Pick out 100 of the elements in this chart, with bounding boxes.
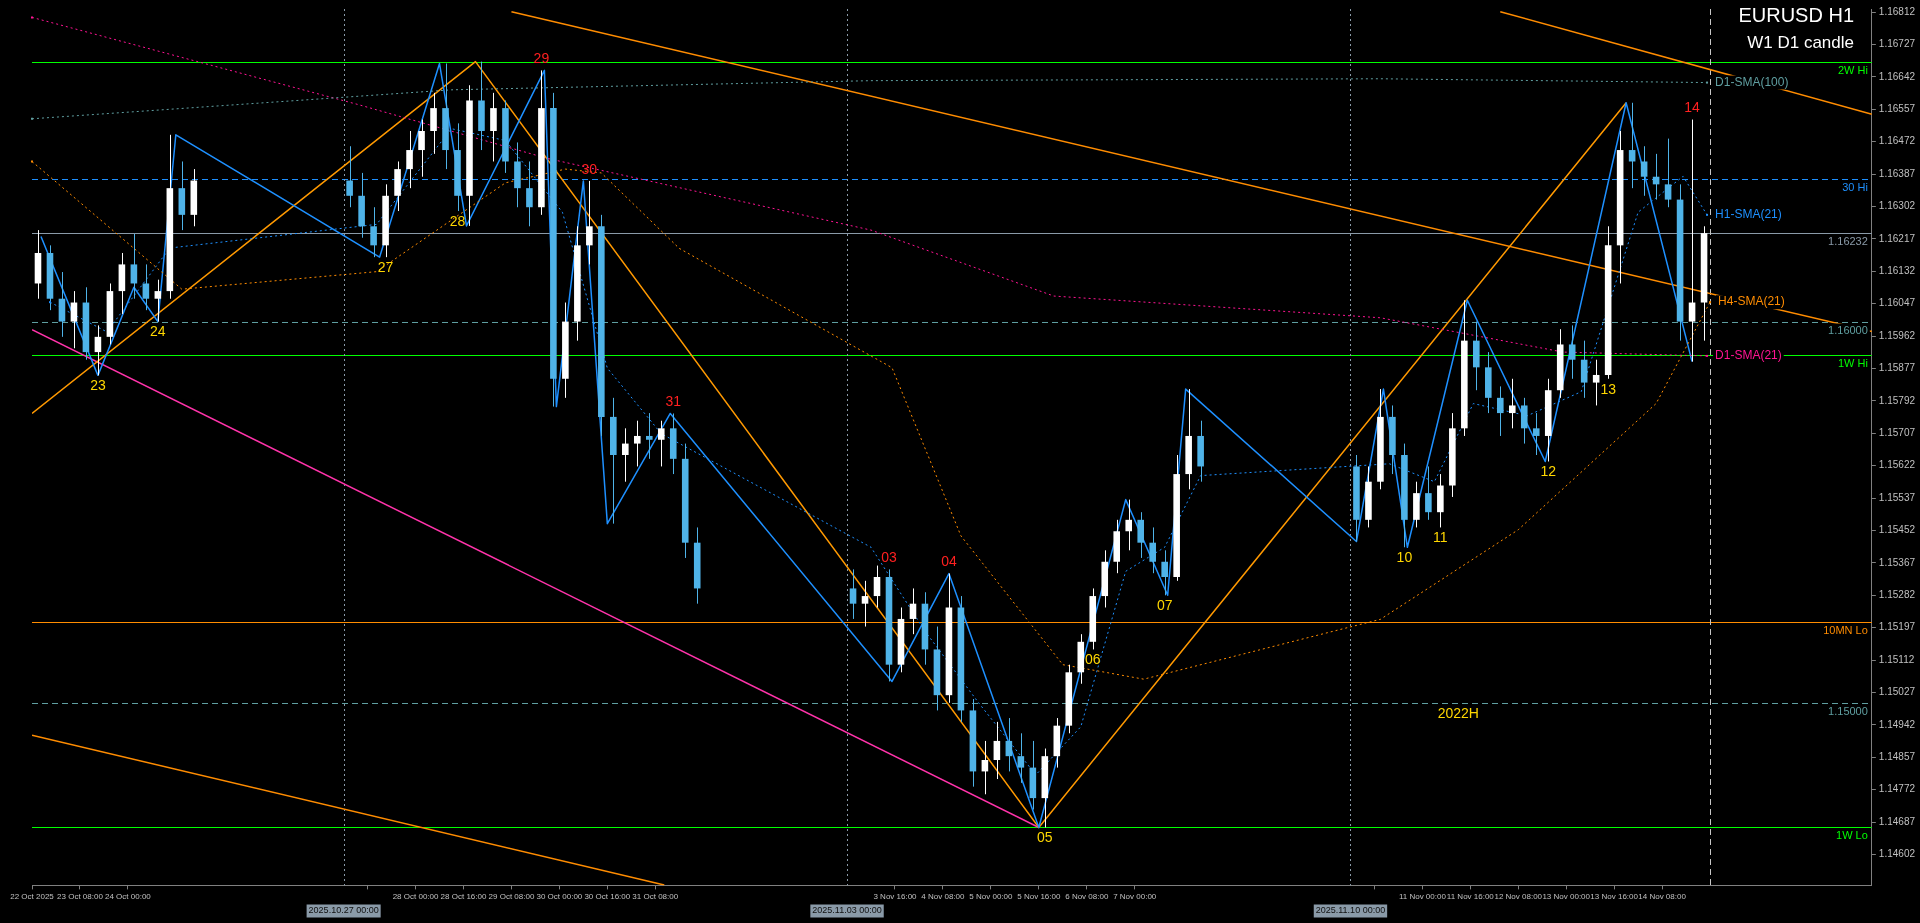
annotation: 14 [1684, 99, 1701, 116]
x-tick-label: 14 Nov 08:00 [1638, 892, 1687, 902]
candlestick [346, 145, 353, 208]
candlestick [370, 206, 377, 258]
candlestick [849, 568, 857, 620]
x-tick-label: 5 Nov 16:00 [1017, 892, 1061, 902]
y-tick-label: 1.15027 [1878, 686, 1916, 698]
candlestick [58, 271, 66, 338]
annotation: 13 [1600, 380, 1617, 397]
candlestick [657, 420, 665, 467]
y-tick-label: 1.15367 [1878, 556, 1916, 568]
ref-line-label: 1.16232 [1828, 235, 1868, 248]
candlestick [142, 263, 150, 311]
chart-title: EURUSD H1 [1738, 4, 1854, 27]
y-tick-label: 1.15622 [1878, 459, 1916, 471]
candlestick [586, 180, 593, 265]
text: W1 D1 candle [1746, 33, 1854, 53]
x-tick-label: 13 Nov 00:00 [1542, 892, 1591, 902]
y-tick-label: 1.14942 [1878, 718, 1916, 730]
candlestick [418, 119, 425, 178]
ref-line-label: 2025.10.27 00:00 [308, 905, 379, 916]
series-label: D1-SMA(100) [1715, 74, 1789, 89]
candlestick [430, 92, 437, 155]
candlestick [1592, 359, 1600, 406]
x-tick-label: 6 Nov 08:00 [1065, 892, 1109, 902]
x-tick-label: 30 Oct 00:00 [536, 892, 583, 902]
annotation: 04 [941, 553, 957, 570]
candlestick [1532, 412, 1540, 456]
candlestick [1640, 145, 1648, 197]
candlestick [406, 130, 413, 189]
point [1706, 354, 1709, 357]
y-tick-label: 1.16387 [1878, 167, 1916, 179]
candlestick [1688, 119, 1696, 363]
annotation: 2022H [1437, 704, 1479, 721]
y-tick-label: 1.15962 [1878, 329, 1916, 341]
x-tick-label: 11 Nov 00:00 [1398, 892, 1447, 902]
x-tick-label: 30 Oct 16:00 [584, 892, 631, 902]
line-series [31, 16, 1709, 357]
candlestick [1161, 549, 1168, 596]
x-tick-label: 4 Nov 08:00 [921, 892, 966, 902]
candlestick [154, 279, 162, 323]
series-label: H4-SMA(21) [1718, 294, 1785, 309]
y-tick-label: 1.16642 [1878, 70, 1916, 82]
candlestick [526, 160, 533, 227]
ref-line-label: 2W Hi [1837, 63, 1868, 76]
candlestick [1149, 526, 1156, 574]
annotation: 03 [881, 549, 897, 566]
annotation: 23 [90, 377, 106, 394]
candlestick [645, 412, 653, 460]
y-tick-label: 1.14687 [1878, 815, 1916, 827]
x-tick-label: 12 Nov 08:00 [1494, 892, 1543, 902]
candlestick [130, 233, 138, 300]
annotation: 24 [150, 323, 166, 340]
y-tick-label: 1.16727 [1878, 38, 1916, 50]
y-tick-label: 1.16217 [1878, 232, 1916, 244]
ref-line-label: 1W Hi [1837, 356, 1868, 369]
x-tick-label: 3 Nov 16:00 [873, 892, 918, 902]
y-tick-label: 1.15452 [1878, 524, 1916, 536]
y-tick-label: 1.16047 [1878, 297, 1916, 309]
y-tick-label: 1.15537 [1878, 491, 1916, 503]
candlestick [1664, 138, 1672, 208]
ref-line-label: 1.15000 [1828, 704, 1868, 717]
annotation: 27 [377, 259, 394, 276]
y-tick-label: 1.15112 [1878, 653, 1915, 665]
x-tick-label: 28 Oct 00:00 [392, 892, 440, 902]
candlestick [70, 290, 78, 349]
x-tick-label: 11 Nov 16:00 [1446, 892, 1495, 902]
candlestick [873, 565, 881, 608]
x-tick-label: 31 Oct 08:00 [632, 892, 679, 902]
x-tick-label: 28 Oct 16:00 [440, 892, 487, 902]
ref-line-label: 1W Lo [1836, 829, 1868, 842]
ref-line-label: 2025.11.10 00:00 [1315, 905, 1386, 916]
annotation: 11 [1433, 529, 1448, 546]
y-tick-label: 1.15282 [1878, 589, 1916, 601]
annotation: 07 [1156, 597, 1173, 614]
ref-line-label: 2025.11.03 00:00 [812, 905, 882, 916]
ref-line-label: 30 Hi [1842, 181, 1868, 194]
annotation: 12 [1540, 463, 1557, 480]
x-tick-label: 5 Nov 00:00 [969, 892, 1013, 902]
candlestick [1496, 385, 1504, 437]
x-tick-label: 22 Oct 2025 [10, 892, 55, 902]
y-tick-label: 1.15877 [1878, 362, 1916, 374]
x-tick-label: 29 Oct 08:00 [488, 892, 535, 902]
ref-line-label: 10MN Lo [1823, 623, 1868, 636]
y-tick-label: 1.16132 [1878, 265, 1916, 277]
point [1706, 213, 1709, 216]
y-tick-label: 1.16557 [1878, 103, 1916, 115]
x-tick-label: 13 Nov 16:00 [1590, 892, 1639, 902]
ref-line-label: 1.16000 [1828, 323, 1868, 336]
candlestick [1508, 378, 1516, 429]
y-tick-label: 1.15792 [1878, 394, 1916, 406]
y-tick-label: 1.16302 [1878, 200, 1916, 212]
candlestick [622, 427, 629, 483]
y-tick-label: 1.16472 [1878, 135, 1916, 147]
x-tick-label: 23 Oct 08:00 [57, 892, 104, 902]
point [48, 301, 51, 304]
point [1709, 301, 1712, 304]
annotation: 10 [1396, 549, 1413, 566]
annotation: 31 [665, 393, 682, 410]
x-tick-label: 24 Oct 00:00 [104, 892, 152, 902]
